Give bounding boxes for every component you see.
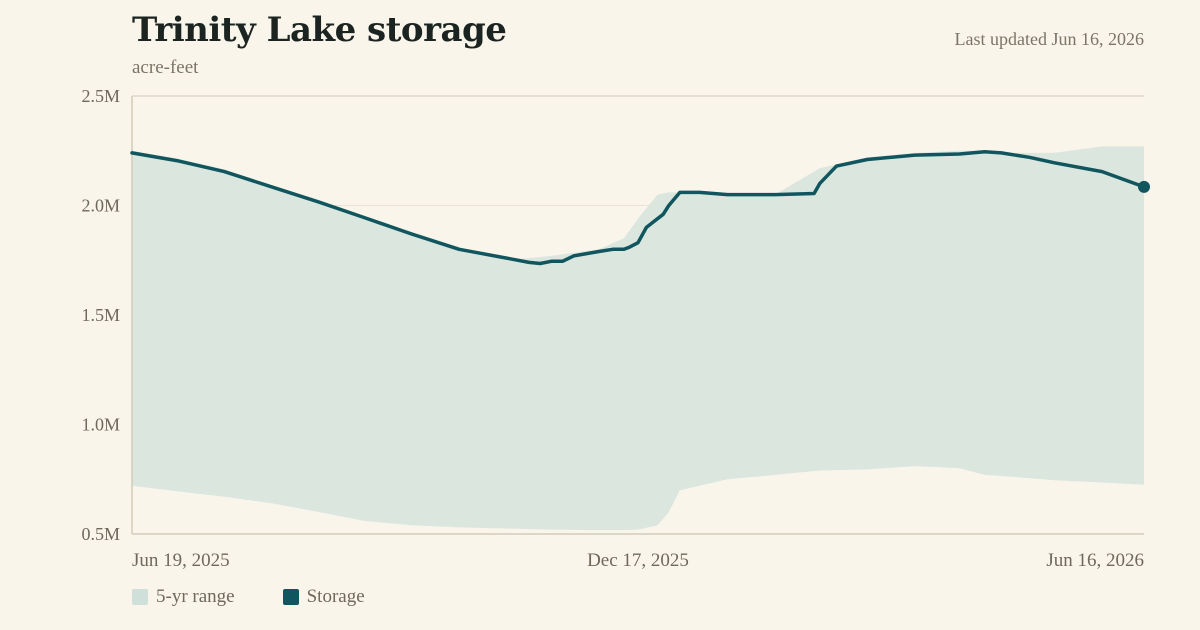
x-tick-label: Jun 19, 2025	[132, 550, 230, 571]
legend-item-range: 5-yr range	[132, 586, 235, 608]
y-tick-label: 2.0M	[81, 196, 120, 216]
range-swatch	[132, 589, 148, 605]
x-tick-label: Jun 16, 2026	[1046, 550, 1144, 571]
y-tick-labels: 0.5M 1.0M 1.5M 2.0M 2.5M	[81, 86, 120, 544]
legend-storage-label: Storage	[306, 586, 365, 607]
last-updated-text: Last updated Jun 16, 2026	[954, 29, 1144, 49]
y-tick-label: 0.5M	[81, 524, 120, 544]
legend: 5-yr range Storage	[132, 586, 413, 608]
chart-title: Trinity Lake storage	[132, 10, 507, 50]
legend-range-label: 5-yr range	[156, 586, 235, 607]
x-tick-label: Dec 17, 2025	[587, 550, 689, 571]
latest-point-marker	[1138, 180, 1150, 193]
x-tick-labels: Jun 19, 2025 Dec 17, 2025 Jun 16, 2026	[132, 550, 1144, 571]
legend-item-storage: Storage	[282, 586, 365, 608]
chart-subtitle: acre-feet	[132, 57, 199, 78]
storage-line-layer	[130, 150, 1150, 266]
y-tick-label: 2.5M	[81, 86, 120, 106]
storage-swatch	[282, 589, 299, 605]
axes	[131, 95, 1144, 535]
range-band-layer	[132, 146, 1144, 531]
range-band-area	[132, 146, 1144, 531]
y-tick-label: 1.0M	[81, 415, 120, 435]
storage-line	[130, 150, 1146, 266]
y-tick-label: 1.5M	[81, 305, 120, 325]
